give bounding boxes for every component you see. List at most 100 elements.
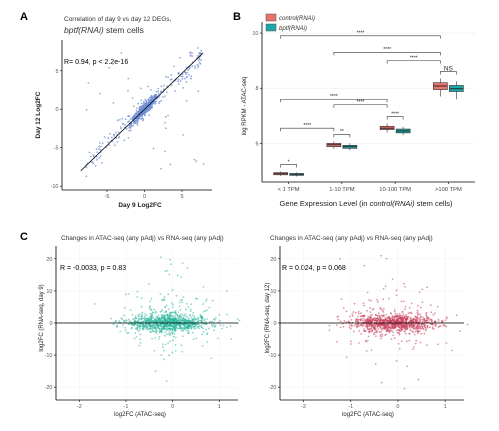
- panel-c-point: [369, 314, 372, 317]
- panel-c-point: [459, 330, 462, 333]
- panel-c-point: [385, 319, 388, 322]
- panel-a-outlier-point: [169, 163, 172, 166]
- panel-a-outlier-point: [177, 72, 180, 75]
- panel-c-point: [444, 319, 447, 322]
- panel-a-point: [150, 94, 153, 97]
- panel-c-point: [358, 342, 360, 344]
- panel-c-point: [418, 325, 421, 328]
- panel-a-point: [144, 98, 147, 101]
- panel-c-point: [206, 341, 209, 343]
- panel-c-point: [154, 337, 157, 339]
- panel-c-point: [221, 327, 223, 330]
- panel-c-left-x-tick-label: -1: [124, 404, 129, 410]
- panel-a-point: [124, 118, 127, 121]
- panel-c-point: [378, 325, 381, 328]
- panel-c-point: [184, 308, 187, 311]
- panel-c-point: [167, 293, 170, 296]
- panel-a-point: [177, 80, 179, 83]
- panel-a-point: [128, 129, 131, 132]
- panel-c-point: [398, 332, 400, 335]
- panel-a-outlier-point: [139, 87, 142, 90]
- panel-c-point: [165, 311, 168, 313]
- panel-b: B control(RNAi) bptf(RNAi) *******NS****…: [233, 11, 475, 208]
- panel-c-point: [151, 311, 154, 314]
- panel-a-y-tick-label: -10: [51, 184, 59, 190]
- panel-c-right-x-tick-label: 0: [396, 404, 399, 410]
- panel-c-point: [149, 305, 151, 308]
- panel-c-point: [138, 323, 141, 325]
- panel-c-point: [172, 318, 175, 321]
- panel-c-point: [189, 310, 192, 313]
- panel-c-point: [466, 323, 469, 326]
- panel-c-point: [381, 329, 384, 331]
- panel-a-x-ticks: -5 0 5: [105, 190, 184, 200]
- panel-c-point: [425, 311, 428, 314]
- panel-c-point: [184, 322, 187, 325]
- panel-a-point: [157, 92, 160, 95]
- panel-c-point: [437, 326, 440, 329]
- panel-c-point: [403, 327, 406, 330]
- panel-c-point: [136, 290, 139, 293]
- panel-c-point: [357, 323, 359, 326]
- panel-a-point: [185, 73, 188, 76]
- panel-c-point: [136, 327, 139, 329]
- panel-c-right-points: [328, 254, 469, 390]
- panel-a-point: [144, 103, 147, 106]
- panel-c-point: [222, 324, 225, 327]
- panel-c-point: [149, 325, 151, 328]
- panel-c-point: [366, 325, 369, 327]
- panel-b-bracket: [333, 134, 351, 138]
- panel-c-point: [387, 297, 390, 300]
- panel-c-point: [411, 319, 413, 321]
- panel-c-point: [210, 357, 213, 360]
- panel-c-point: [400, 320, 403, 323]
- panel-a-point: [169, 78, 172, 81]
- panel-c-point: [177, 327, 180, 330]
- panel-a-point: [200, 59, 203, 61]
- panel-a-point: [136, 122, 138, 125]
- panel-c-point: [165, 304, 168, 307]
- panel-a-point: [85, 175, 88, 178]
- panel-a-subtitle-italic: bptf(RNAi): [64, 25, 104, 35]
- panel-c-point: [207, 327, 210, 330]
- panel-c-point: [395, 329, 398, 332]
- panel-c-point: [160, 330, 163, 333]
- panel-c-point: [206, 317, 209, 320]
- panel-c-point: [363, 319, 366, 322]
- panel-c-point: [173, 315, 176, 318]
- panel-c-point: [148, 307, 151, 310]
- panel-a-point: [151, 106, 153, 109]
- panel-c-point: [140, 305, 143, 308]
- panel-c-point: [157, 338, 160, 340]
- panel-c-point: [161, 346, 164, 348]
- panel-a-point: [96, 158, 98, 161]
- panel-c-point: [197, 319, 199, 321]
- panel-a-outlier-point: [131, 97, 134, 99]
- panel-b-y-label: log RPKM - ATAC-seq: [242, 77, 248, 136]
- panel-a-point: [130, 122, 133, 125]
- panel-c-point: [412, 345, 415, 348]
- panel-c-point: [433, 323, 436, 326]
- panel-a-point: [162, 88, 165, 91]
- panel-c-point: [374, 331, 377, 334]
- panel-c-point: [202, 310, 205, 313]
- panel-c-point: [405, 340, 408, 343]
- panel-c-point: [380, 308, 383, 311]
- panel-c-point: [188, 320, 190, 322]
- panel-a-point: [143, 112, 146, 115]
- panel-a-point: [136, 119, 139, 122]
- panel-c-point: [376, 298, 378, 301]
- panel-c-point: [348, 326, 351, 329]
- panel-c-point: [114, 320, 117, 323]
- panel-c-point: [384, 325, 387, 328]
- panel-a-point: [187, 69, 190, 71]
- panel-c-point: [336, 340, 338, 343]
- panel-c-point: [366, 339, 369, 342]
- panel-c-point: [414, 315, 417, 318]
- panel-c-point: [435, 323, 437, 326]
- panel-a-point: [184, 71, 187, 74]
- panel-c-point: [402, 319, 405, 322]
- panel-a-point: [92, 162, 95, 165]
- panel-a-point: [142, 107, 145, 110]
- panel-c-point: [202, 323, 205, 325]
